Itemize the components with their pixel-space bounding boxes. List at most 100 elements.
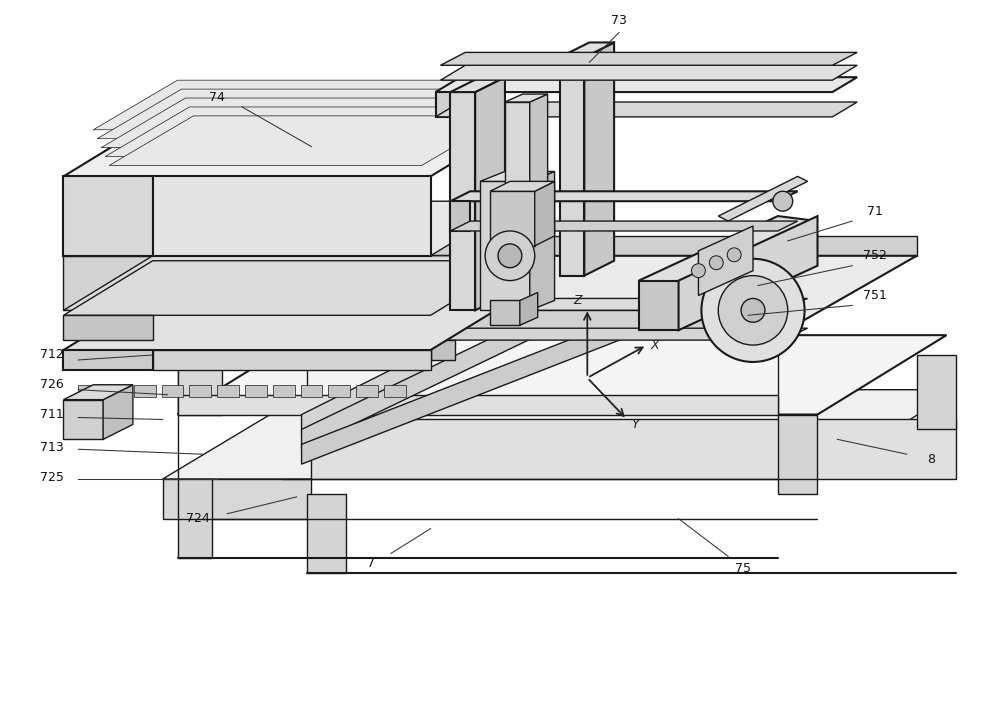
- Polygon shape: [178, 335, 222, 415]
- Circle shape: [691, 263, 705, 278]
- Polygon shape: [106, 385, 128, 397]
- Polygon shape: [63, 176, 153, 256]
- Circle shape: [773, 191, 793, 211]
- Polygon shape: [63, 122, 520, 176]
- Polygon shape: [431, 340, 455, 360]
- Polygon shape: [431, 328, 808, 340]
- Polygon shape: [679, 216, 817, 330]
- Polygon shape: [440, 53, 857, 65]
- Text: 726: 726: [40, 378, 63, 391]
- Text: 712: 712: [40, 349, 63, 361]
- Polygon shape: [153, 176, 431, 256]
- Circle shape: [727, 248, 741, 262]
- Polygon shape: [189, 385, 211, 397]
- Polygon shape: [301, 385, 322, 397]
- Polygon shape: [450, 191, 798, 201]
- Text: 8: 8: [928, 453, 936, 466]
- Text: 725: 725: [40, 471, 63, 484]
- Polygon shape: [450, 221, 798, 231]
- Polygon shape: [97, 89, 494, 138]
- Polygon shape: [178, 256, 917, 335]
- Polygon shape: [431, 310, 455, 335]
- Polygon shape: [778, 415, 817, 494]
- Polygon shape: [480, 171, 555, 181]
- Circle shape: [701, 258, 805, 362]
- Polygon shape: [328, 385, 350, 397]
- Polygon shape: [639, 280, 679, 330]
- Polygon shape: [273, 385, 295, 397]
- Polygon shape: [63, 295, 520, 350]
- Circle shape: [718, 275, 788, 345]
- Text: 751: 751: [863, 289, 887, 302]
- Polygon shape: [178, 395, 778, 415]
- Polygon shape: [162, 385, 183, 397]
- Polygon shape: [917, 355, 956, 430]
- Polygon shape: [302, 285, 708, 464]
- Polygon shape: [311, 420, 956, 479]
- Polygon shape: [109, 116, 506, 165]
- Polygon shape: [758, 241, 798, 280]
- Polygon shape: [163, 390, 956, 479]
- Text: 75: 75: [735, 562, 751, 575]
- Text: 752: 752: [863, 249, 887, 262]
- Polygon shape: [490, 181, 555, 191]
- Polygon shape: [490, 191, 535, 246]
- Polygon shape: [178, 479, 212, 558]
- Polygon shape: [134, 385, 156, 397]
- Polygon shape: [584, 43, 614, 275]
- Polygon shape: [63, 261, 520, 315]
- Text: 73: 73: [611, 14, 627, 27]
- Text: Z: Z: [573, 294, 582, 307]
- Polygon shape: [384, 385, 406, 397]
- Polygon shape: [505, 94, 548, 102]
- Polygon shape: [475, 77, 505, 310]
- Polygon shape: [103, 385, 133, 439]
- Text: 711: 711: [40, 408, 63, 421]
- Polygon shape: [530, 94, 548, 196]
- Polygon shape: [639, 216, 817, 285]
- Polygon shape: [63, 315, 153, 340]
- Polygon shape: [490, 300, 520, 325]
- Polygon shape: [450, 77, 505, 92]
- Polygon shape: [480, 181, 530, 310]
- Polygon shape: [560, 43, 614, 58]
- Polygon shape: [560, 58, 584, 275]
- Polygon shape: [520, 293, 538, 325]
- Polygon shape: [178, 335, 946, 415]
- Polygon shape: [718, 176, 808, 221]
- Text: X: X: [650, 339, 659, 351]
- Polygon shape: [530, 171, 555, 310]
- Polygon shape: [245, 385, 267, 397]
- Polygon shape: [163, 479, 311, 519]
- Circle shape: [485, 231, 535, 280]
- Polygon shape: [436, 92, 460, 117]
- Circle shape: [741, 298, 765, 322]
- Polygon shape: [440, 65, 857, 80]
- Polygon shape: [302, 350, 431, 435]
- Text: 713: 713: [40, 441, 63, 454]
- Text: 71: 71: [867, 204, 883, 218]
- Polygon shape: [63, 385, 133, 400]
- Polygon shape: [63, 350, 153, 370]
- Polygon shape: [302, 300, 569, 449]
- Text: 724: 724: [186, 512, 209, 525]
- Polygon shape: [217, 385, 239, 397]
- Polygon shape: [307, 494, 346, 573]
- Polygon shape: [78, 385, 100, 397]
- Text: Y: Y: [631, 418, 639, 431]
- Polygon shape: [63, 201, 520, 256]
- Polygon shape: [431, 298, 808, 310]
- Polygon shape: [93, 80, 490, 130]
- Text: 7: 7: [367, 557, 375, 570]
- Circle shape: [709, 256, 723, 270]
- Polygon shape: [450, 92, 475, 310]
- Polygon shape: [450, 201, 470, 231]
- Polygon shape: [63, 256, 153, 310]
- Polygon shape: [698, 226, 753, 295]
- Polygon shape: [356, 385, 378, 397]
- Polygon shape: [505, 102, 530, 196]
- Polygon shape: [436, 102, 857, 117]
- Polygon shape: [63, 400, 103, 439]
- Circle shape: [498, 244, 522, 268]
- Polygon shape: [101, 98, 498, 148]
